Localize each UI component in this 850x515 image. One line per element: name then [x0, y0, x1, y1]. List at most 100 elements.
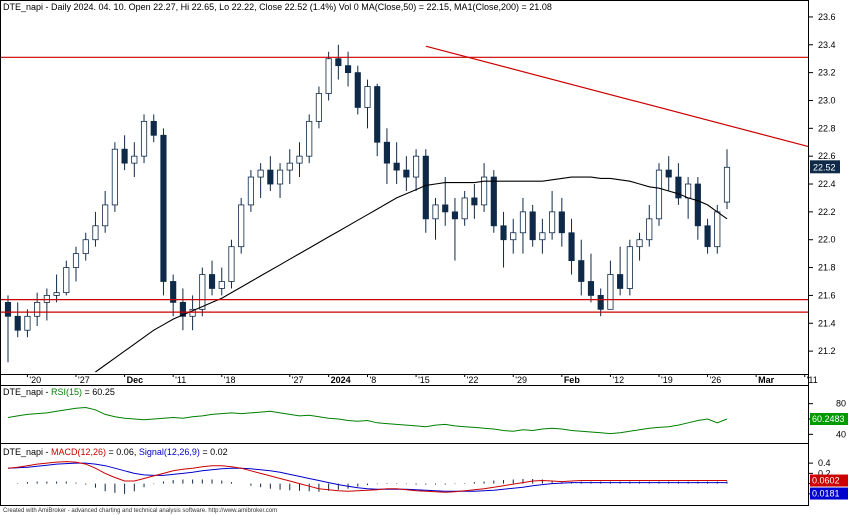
- candle-body: [558, 211, 565, 234]
- rsi-tick-label: 40: [836, 429, 846, 439]
- macd-header-macd-val: = 0.06,: [106, 447, 139, 457]
- candle-body: [199, 274, 206, 310]
- candle-body: [714, 211, 721, 248]
- candle-body: [189, 308, 196, 317]
- price-tick-label: 22.6: [818, 151, 836, 161]
- candle-body: [43, 295, 50, 303]
- candle-body: [471, 197, 478, 206]
- candle-body: [296, 155, 303, 164]
- candle-body: [461, 197, 468, 220]
- candle-body: [344, 65, 352, 74]
- candle-body: [685, 183, 692, 199]
- candle-body: [481, 176, 488, 206]
- candle-body: [383, 141, 391, 164]
- candle-body: [14, 315, 21, 331]
- macd-line: [7, 461, 727, 493]
- candle-body: [150, 120, 157, 136]
- candle-body: [646, 218, 653, 241]
- candle-body: [53, 292, 60, 296]
- macd-header-prefix: DTE_napi -: [3, 447, 51, 457]
- date-tick-label: '29: [515, 375, 527, 385]
- macd-tick-label: 0.4: [818, 458, 831, 468]
- candle-body: [140, 120, 148, 157]
- date-tick-label: 2024: [331, 375, 351, 385]
- date-axis: '20 '27 Dec '11 '18 '27 2024 '8 '15 '22 '29 Feb '12 '…: [26, 374, 818, 385]
- candle-body: [655, 169, 663, 220]
- candle-body: [179, 301, 186, 317]
- last-close-label: 22.52: [813, 162, 836, 172]
- ma50-line: [95, 176, 728, 373]
- candle-body: [276, 169, 284, 185]
- candle-body: [131, 155, 138, 164]
- date-tick-label: '15: [418, 375, 430, 385]
- candle-body: [354, 72, 361, 108]
- macd-tick-label: 0.2: [818, 468, 831, 478]
- candle-body: [335, 58, 342, 67]
- price-tick-label: 22.4: [818, 179, 836, 189]
- candle-body: [364, 86, 371, 108]
- candle-body: [267, 169, 274, 185]
- ma50-line-group: [95, 176, 728, 373]
- candle-body: [218, 281, 225, 289]
- rsi-header-series: RSI(15): [51, 387, 82, 397]
- price-tick-label: 23.2: [818, 68, 836, 78]
- candle-body: [228, 246, 235, 282]
- candle-body: [578, 260, 585, 282]
- candle-body: [413, 155, 420, 178]
- price-axis: 23.6 23.4 23.2 23.0 22.8 22.6 22.4 22.2 22.0 21.8…: [809, 12, 840, 356]
- candle-body: [34, 301, 41, 317]
- candle-body: [549, 211, 556, 234]
- candle-body: [587, 281, 595, 296]
- candle-body: [111, 148, 118, 206]
- footer-credit: Created with AmiBroker - advanced charti…: [3, 508, 277, 514]
- candle-body: [247, 176, 254, 206]
- rsi-header: DTE_napi - RSI(15) = 60.25: [3, 387, 115, 397]
- candle-body: [393, 162, 400, 171]
- price-tick-label: 23.6: [818, 12, 836, 22]
- candle-body: [675, 176, 682, 199]
- date-tick-label: '27: [78, 375, 90, 385]
- candle-body: [374, 86, 381, 143]
- candle-body: [617, 274, 624, 289]
- candle-body: [403, 169, 410, 178]
- last-close-badge: [810, 160, 840, 174]
- date-tick-label: '11: [175, 375, 186, 385]
- signal-last-badge: [810, 487, 848, 500]
- price-tick-label: 21.8: [818, 263, 836, 273]
- price-header: DTE_napi - Daily 2024. 04. 10. Open 22.2…: [3, 2, 552, 12]
- candle-body: [451, 211, 459, 220]
- candle-body: [519, 211, 527, 234]
- rsi-header-value: = 60.25: [82, 387, 115, 397]
- rsi-header-prefix: DTE_napi -: [3, 387, 51, 397]
- candle-body: [238, 204, 245, 248]
- trend-line: [425, 45, 809, 148]
- candle-body: [63, 267, 70, 294]
- candle-body: [160, 134, 167, 282]
- price-tick-label: 23.4: [818, 40, 836, 50]
- price-tick-label: 23.0: [818, 95, 836, 105]
- rsi-line: [7, 406, 728, 435]
- candle-body: [82, 239, 89, 255]
- date-tick-label: '22: [467, 375, 479, 385]
- support-lines: [1, 56, 808, 313]
- candle-body: [597, 295, 604, 310]
- date-tick-label: '27: [292, 375, 304, 385]
- date-tick-label: '26: [710, 375, 722, 385]
- candle-body: [306, 120, 313, 157]
- date-tick-label: '12: [612, 375, 624, 385]
- macd-last-badge: [810, 474, 848, 487]
- candle-body: [704, 225, 711, 248]
- date-axis-strip: [0, 374, 809, 386]
- candle-body: [92, 225, 99, 241]
- date-tick-label: '20: [29, 375, 41, 385]
- candle-body: [422, 155, 429, 220]
- candle-body: [607, 274, 614, 310]
- date-tick-label: Mar: [758, 375, 775, 385]
- price-tick-label: 22.2: [818, 207, 836, 217]
- candle-body: [325, 58, 332, 94]
- candle-body: [529, 211, 536, 241]
- macd-header: DTE_napi - MACD(12,26) = 0.06, Signal(12…: [3, 447, 228, 457]
- candle-body: [694, 183, 701, 227]
- date-tick-label: '8: [370, 375, 377, 385]
